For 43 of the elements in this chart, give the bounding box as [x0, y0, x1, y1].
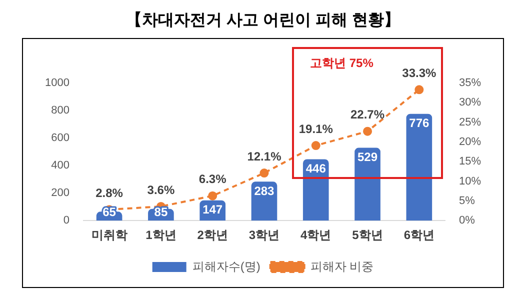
x-tick-label: 2학년 — [197, 228, 228, 242]
y2-tick-label: 25% — [458, 116, 482, 128]
data-label: 147 — [202, 202, 223, 217]
data-label: 12.1% — [247, 149, 282, 164]
point — [260, 168, 269, 178]
data-label: 19.1% — [298, 122, 334, 136]
x-tick-label: 미취학 — [91, 228, 128, 242]
data-label: 776 — [409, 116, 430, 130]
y2-tick-label: 15% — [458, 156, 482, 168]
data-label: 22.7% — [350, 108, 385, 122]
data-label: 85 — [154, 204, 168, 219]
x-tick-label: 1학년 — [146, 228, 176, 242]
data-label: 283 — [254, 184, 275, 198]
x-tick-label: 4학년 — [300, 228, 332, 242]
point — [414, 85, 424, 94]
point — [208, 191, 218, 200]
y-tick-label: 0 — [63, 214, 70, 227]
data-label: 3.6% — [147, 182, 175, 197]
y-tick-label: 200 — [51, 187, 70, 200]
y2-tick-label: 0% — [458, 214, 476, 227]
x-tick-label: 6학년 — [404, 228, 435, 242]
y2-tick-label: 20% — [458, 136, 482, 148]
data-label: 6.3% — [198, 172, 227, 186]
x-tick-label: 3학년 — [248, 228, 280, 242]
data-label: 529 — [358, 150, 378, 164]
y-tick-label: 400 — [51, 160, 70, 172]
y2-tick-label: 5% — [458, 194, 476, 207]
data-label: 2.8% — [96, 186, 124, 200]
point — [311, 141, 320, 150]
point — [363, 126, 372, 136]
y2-tick-label: 35% — [458, 77, 482, 90]
y-tick-label: 800 — [51, 104, 70, 117]
y2-tick-label: 30% — [458, 96, 482, 109]
legend-label: 피해자수(명) — [192, 259, 260, 274]
y-tick-label: 600 — [51, 132, 70, 144]
y-tick-label: 1000 — [44, 77, 70, 90]
legend-label: 피해자 비중 — [310, 259, 374, 274]
data-label: 33.3% — [402, 66, 436, 80]
chart-title: 【차대자전거 사고 어린이 피해 현황】 — [125, 10, 401, 31]
data-label: 446 — [306, 162, 326, 176]
x-tick-label: 5학년 — [352, 228, 383, 242]
y2-tick-label: 10% — [458, 175, 482, 188]
text: 고학년 75% — [310, 55, 374, 72]
